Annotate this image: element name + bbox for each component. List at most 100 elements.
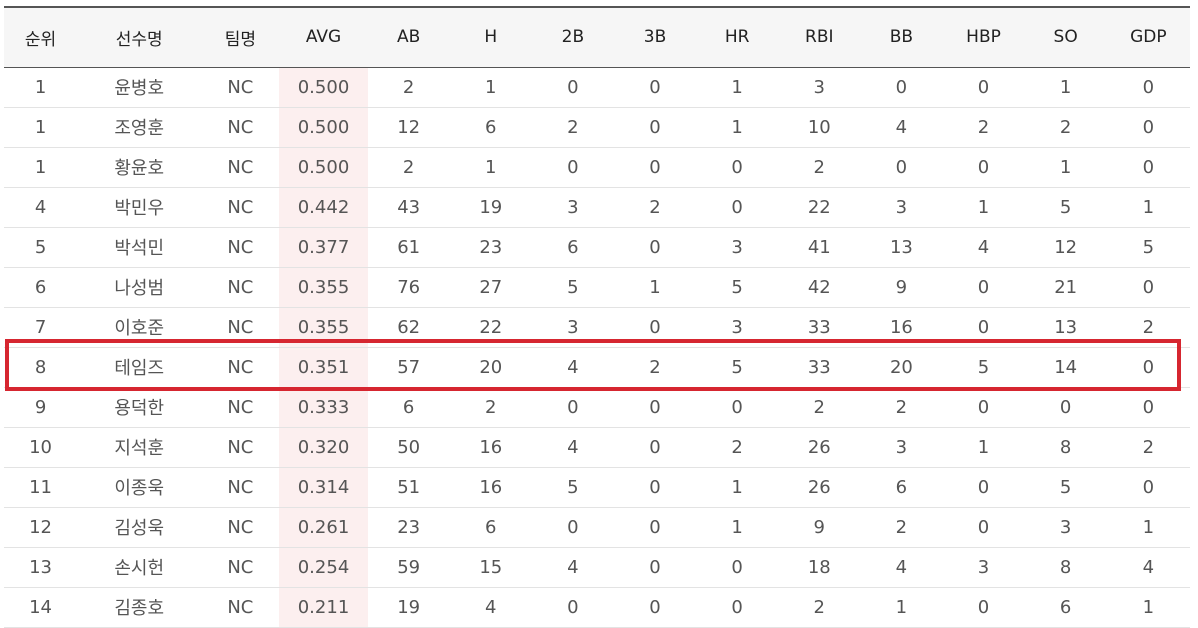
- cell-3b: 0: [613, 387, 697, 428]
- cell-hr: 5: [696, 267, 779, 308]
- cell-2b: 6: [531, 227, 614, 268]
- cell-avg: 0.333: [279, 387, 368, 428]
- cell-rank: 13: [4, 547, 78, 588]
- cell-player-name: 황윤호: [77, 147, 202, 188]
- cell-ab: 19: [367, 587, 450, 628]
- cell-rank: 5: [4, 227, 78, 268]
- cell-2b: 0: [531, 507, 614, 548]
- cell-hr: 5: [696, 347, 779, 388]
- table-header: 순위 선수명 팀명 AVG AB H 2B 3B HR RBI BB HBP SO GDP: [4, 7, 1190, 68]
- cell-so: 8: [1024, 427, 1107, 468]
- cell-rbi: 33: [778, 347, 861, 388]
- cell-gdp: 0: [1106, 147, 1190, 188]
- column-header-hbp: HBP: [942, 7, 1025, 68]
- column-header-so: SO: [1024, 7, 1107, 68]
- cell-ab: 57: [367, 347, 450, 388]
- cell-so: 13: [1024, 307, 1107, 348]
- column-header-rbi: RBI: [778, 7, 861, 68]
- column-header-rank: 순위: [4, 7, 78, 68]
- cell-hbp: 4: [942, 227, 1025, 268]
- cell-gdp: 1: [1106, 587, 1190, 628]
- column-header-team-name: 팀명: [201, 7, 280, 68]
- cell-rank: 8: [4, 347, 78, 388]
- cell-team-name: NC: [201, 547, 280, 588]
- cell-avg: 0.320: [279, 427, 368, 468]
- cell-hbp: 0: [942, 467, 1025, 508]
- cell-so: 14: [1024, 347, 1107, 388]
- cell-hbp: 0: [942, 267, 1025, 308]
- cell-h: 23: [449, 227, 532, 268]
- cell-hbp: 0: [942, 67, 1025, 108]
- column-header-3b: 3B: [613, 7, 697, 68]
- table-row: 11 이종욱 NC 0.314 51 16 5 0 1 26 6 0 5 0: [4, 467, 1190, 508]
- cell-gdp: 0: [1106, 347, 1190, 388]
- cell-rbi: 33: [778, 307, 861, 348]
- table-row: 13 손시헌 NC 0.254 59 15 4 0 0 18 4 3 8 4: [4, 547, 1190, 588]
- cell-avg: 0.211: [279, 587, 368, 628]
- cell-so: 0: [1024, 387, 1107, 428]
- cell-bb: 3: [860, 427, 943, 468]
- column-header-h: H: [449, 7, 532, 68]
- table-row: 1 조영훈 NC 0.500 12 6 2 0 1 10 4 2 2 0: [4, 107, 1190, 148]
- cell-so: 2: [1024, 107, 1107, 148]
- cell-hr: 0: [696, 587, 779, 628]
- column-header-gdp: GDP: [1106, 7, 1190, 68]
- cell-2b: 2: [531, 107, 614, 148]
- cell-team-name: NC: [201, 67, 280, 108]
- cell-rbi: 9: [778, 507, 861, 548]
- cell-rank: 4: [4, 187, 78, 228]
- cell-so: 1: [1024, 67, 1107, 108]
- cell-bb: 3: [860, 187, 943, 228]
- cell-2b: 4: [531, 547, 614, 588]
- cell-team-name: NC: [201, 227, 280, 268]
- cell-so: 5: [1024, 467, 1107, 508]
- cell-rbi: 26: [778, 467, 861, 508]
- cell-hr: 0: [696, 147, 779, 188]
- cell-rbi: 3: [778, 67, 861, 108]
- cell-2b: 0: [531, 587, 614, 628]
- cell-so: 8: [1024, 547, 1107, 588]
- cell-team-name: NC: [201, 427, 280, 468]
- cell-avg: 0.442: [279, 187, 368, 228]
- cell-gdp: 0: [1106, 467, 1190, 508]
- cell-hr: 1: [696, 507, 779, 548]
- cell-3b: 0: [613, 467, 697, 508]
- cell-3b: 0: [613, 587, 697, 628]
- cell-h: 16: [449, 427, 532, 468]
- cell-team-name: NC: [201, 107, 280, 148]
- cell-rank: 6: [4, 267, 78, 308]
- cell-gdp: 1: [1106, 507, 1190, 548]
- cell-hr: 1: [696, 67, 779, 108]
- cell-h: 2: [449, 387, 532, 428]
- cell-hbp: 0: [942, 147, 1025, 188]
- cell-bb: 4: [860, 547, 943, 588]
- table-row: 5 박석민 NC 0.377 61 23 6 0 3 41 13 4 12 5: [4, 227, 1190, 268]
- cell-ab: 61: [367, 227, 450, 268]
- cell-gdp: 0: [1106, 67, 1190, 108]
- cell-ab: 50: [367, 427, 450, 468]
- cell-so: 6: [1024, 587, 1107, 628]
- cell-bb: 13: [860, 227, 943, 268]
- column-header-ab: AB: [367, 7, 450, 68]
- cell-3b: 0: [613, 147, 697, 188]
- cell-avg: 0.500: [279, 147, 368, 188]
- cell-avg: 0.355: [279, 307, 368, 348]
- cell-rbi: 18: [778, 547, 861, 588]
- cell-player-name: 테임즈: [77, 347, 202, 388]
- cell-rbi: 42: [778, 267, 861, 308]
- cell-bb: 0: [860, 147, 943, 188]
- cell-player-name: 김종호: [77, 587, 202, 628]
- cell-2b: 4: [531, 427, 614, 468]
- cell-gdp: 0: [1106, 267, 1190, 308]
- cell-h: 22: [449, 307, 532, 348]
- cell-rbi: 2: [778, 147, 861, 188]
- cell-bb: 2: [860, 507, 943, 548]
- cell-rank: 7: [4, 307, 78, 348]
- cell-3b: 0: [613, 427, 697, 468]
- cell-avg: 0.351: [279, 347, 368, 388]
- cell-gdp: 0: [1106, 387, 1190, 428]
- cell-rbi: 26: [778, 427, 861, 468]
- column-header-hr: HR: [696, 7, 779, 68]
- cell-player-name: 나성범: [77, 267, 202, 308]
- cell-gdp: 4: [1106, 547, 1190, 588]
